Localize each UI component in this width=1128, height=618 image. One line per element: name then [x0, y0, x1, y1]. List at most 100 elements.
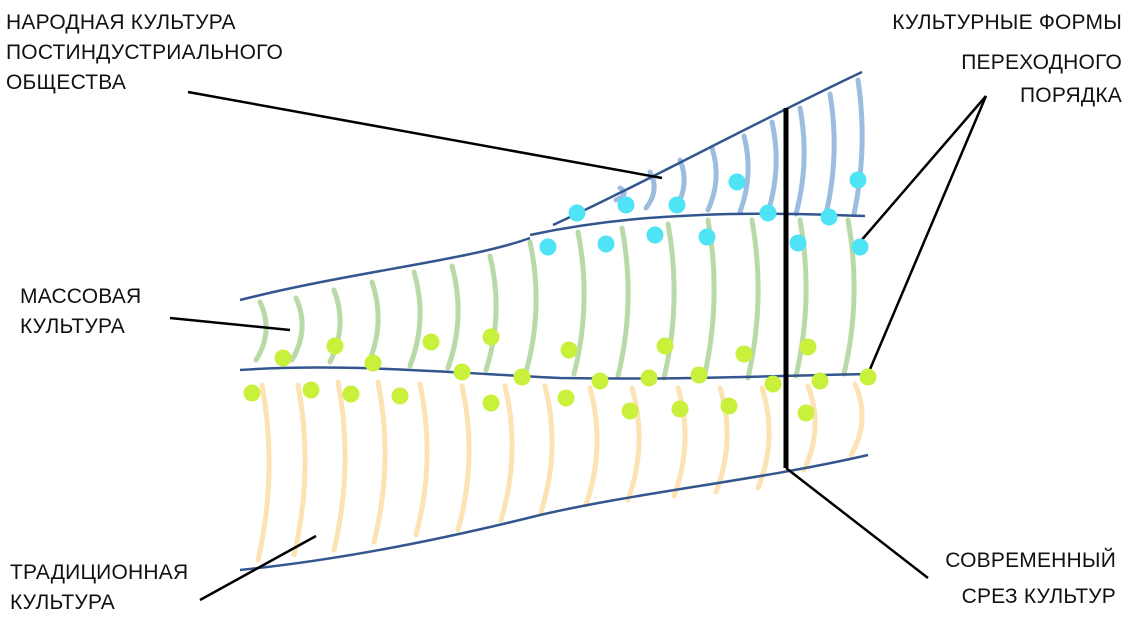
lime-dot	[797, 404, 815, 422]
cyan-dot	[728, 173, 746, 191]
lime-dot	[799, 338, 817, 356]
traditional-arc-stroke	[755, 385, 772, 491]
traditional-arc-stroke	[413, 381, 430, 538]
traditional-arc-stroke	[255, 382, 272, 563]
label-traditional-line-2: КУЛЬТУРА	[10, 591, 115, 614]
label-folk-line-3: ОБЩЕСТВА	[6, 71, 127, 94]
lime-dot	[656, 337, 674, 355]
lime-dot	[764, 375, 782, 393]
mass-arc-stroke	[661, 221, 677, 381]
label-modern-slice: СОВРЕМЕННЫЙ СРЕЗ КУЛЬТУР	[945, 546, 1116, 612]
label-folk-line-2: ПОСТИНДУСТРИАЛЬНОГО	[6, 41, 284, 64]
folk-arc-stroke	[793, 105, 807, 217]
label-folk-line-1: НАРОДНАЯ КУЛЬТУРА	[6, 11, 236, 34]
folk-arc-stroke	[705, 145, 719, 213]
traditional-arc-stroke	[583, 385, 600, 508]
lime-dot	[513, 368, 531, 386]
lime-dot	[591, 372, 609, 390]
transitional-forms-dots	[243, 171, 877, 422]
label-transitional-line-1: КУЛЬТУРНЫЕ ФОРМЫ	[892, 11, 1122, 34]
mass-arc-stroke	[365, 279, 381, 367]
label-traditional-line-1: ТРАДИЦИОННАЯ	[10, 561, 189, 584]
label-slice-line-1: СОВРЕМЕННЫЙ	[945, 549, 1116, 572]
mass-arc-stroke	[571, 229, 587, 377]
lime-dot	[560, 341, 578, 359]
label-slice-line-2: СРЕЗ КУЛЬТУР	[961, 585, 1116, 608]
cyan-dot	[646, 226, 664, 244]
lime-dot	[274, 349, 292, 367]
leader-transitional-2	[866, 95, 988, 375]
traditional-arc-stroke	[848, 381, 865, 458]
lime-dot	[735, 345, 753, 363]
lime-dot	[482, 394, 500, 412]
lime-dot	[422, 333, 440, 351]
leader-transitional-1	[859, 95, 987, 243]
label-traditional-culture: ТРАДИЦИОННАЯ КУЛЬТУРА	[10, 558, 188, 618]
traditional-arc-stroke	[625, 385, 642, 503]
label-mass-line-1: МАССОВАЯ	[20, 285, 142, 308]
lime-dot	[621, 402, 639, 420]
traditional-arc-stroke	[671, 385, 688, 499]
leader-mass	[169, 316, 291, 332]
folk-arc-stroke	[613, 185, 627, 203]
mass-arc-stroke	[483, 253, 499, 373]
cyan-dot	[539, 238, 557, 256]
traditional-arc-stroke	[538, 383, 555, 515]
cyan-dot	[668, 196, 686, 214]
label-transitional-forms: КУЛЬТУРНЫЕ ФОРМЫ ПЕРЕХОДНОГО ПОРЯДКА	[892, 8, 1122, 111]
cyan-dot	[820, 208, 838, 226]
lime-dot	[243, 384, 261, 402]
cyan-dot	[789, 234, 807, 252]
lime-dot	[453, 363, 471, 381]
label-transitional-line-3: ПОРЯДКА	[1019, 84, 1122, 107]
cyan-dot	[759, 204, 777, 222]
cyan-dot	[597, 235, 615, 253]
cyan-dot	[568, 204, 586, 222]
cyan-dot	[849, 171, 867, 189]
lime-dot	[557, 389, 575, 407]
mass-arc-stroke	[615, 225, 631, 379]
lime-dot	[720, 397, 738, 415]
label-transitional-line-2: ПЕРЕХОДНОГО	[961, 51, 1122, 74]
lime-dot	[690, 366, 708, 384]
folk-arc-stroke	[851, 77, 865, 217]
lime-dot	[640, 369, 658, 387]
label-mass-line-2: КУЛЬТУРА	[20, 315, 125, 338]
lime-dot	[671, 400, 689, 418]
traditional-arc-stroke	[455, 383, 472, 533]
traditional-arc-stroke	[713, 385, 730, 495]
mass-arc-stroke	[523, 239, 539, 375]
traditional-arc-stroke	[801, 383, 818, 473]
label-folk-culture: НАРОДНАЯ КУЛЬТУРА ПОСТИНДУСТРИАЛЬНОГО ОБ…	[6, 8, 283, 98]
leader-slice	[785, 467, 929, 579]
mass-arc-stroke	[289, 295, 305, 363]
cyan-dot	[698, 228, 716, 246]
lime-dot	[342, 385, 360, 403]
traditional-culture-band	[255, 379, 865, 563]
mass-arc-stroke	[407, 269, 423, 369]
lime-dot	[482, 328, 500, 346]
lime-dot	[391, 387, 409, 405]
traditional-arc-stroke	[371, 379, 388, 545]
leader-folk	[187, 90, 663, 180]
folk-arc-stroke	[737, 133, 751, 215]
cyan-dot	[617, 196, 635, 214]
traditional-arc-stroke	[291, 382, 308, 558]
boundary-traditional-bottom	[239, 453, 869, 572]
traditional-arc-stroke	[331, 379, 348, 553]
mass-arc-stroke	[841, 217, 857, 377]
leader-traditional	[199, 534, 317, 602]
folk-arc-stroke	[823, 91, 837, 217]
folk-culture-band	[613, 77, 865, 217]
traditional-arc-stroke	[498, 383, 515, 523]
label-mass-culture: МАССОВАЯ КУЛЬТУРА	[20, 282, 141, 342]
boundary-mass-top	[239, 236, 531, 302]
lime-dot	[364, 354, 382, 372]
mass-arc-stroke	[327, 287, 343, 365]
folk-arc-stroke	[765, 119, 779, 215]
lime-dot	[326, 337, 344, 355]
mass-arc-stroke	[445, 263, 461, 371]
mass-arc-stroke	[253, 299, 269, 363]
mass-arc-stroke	[745, 217, 761, 381]
